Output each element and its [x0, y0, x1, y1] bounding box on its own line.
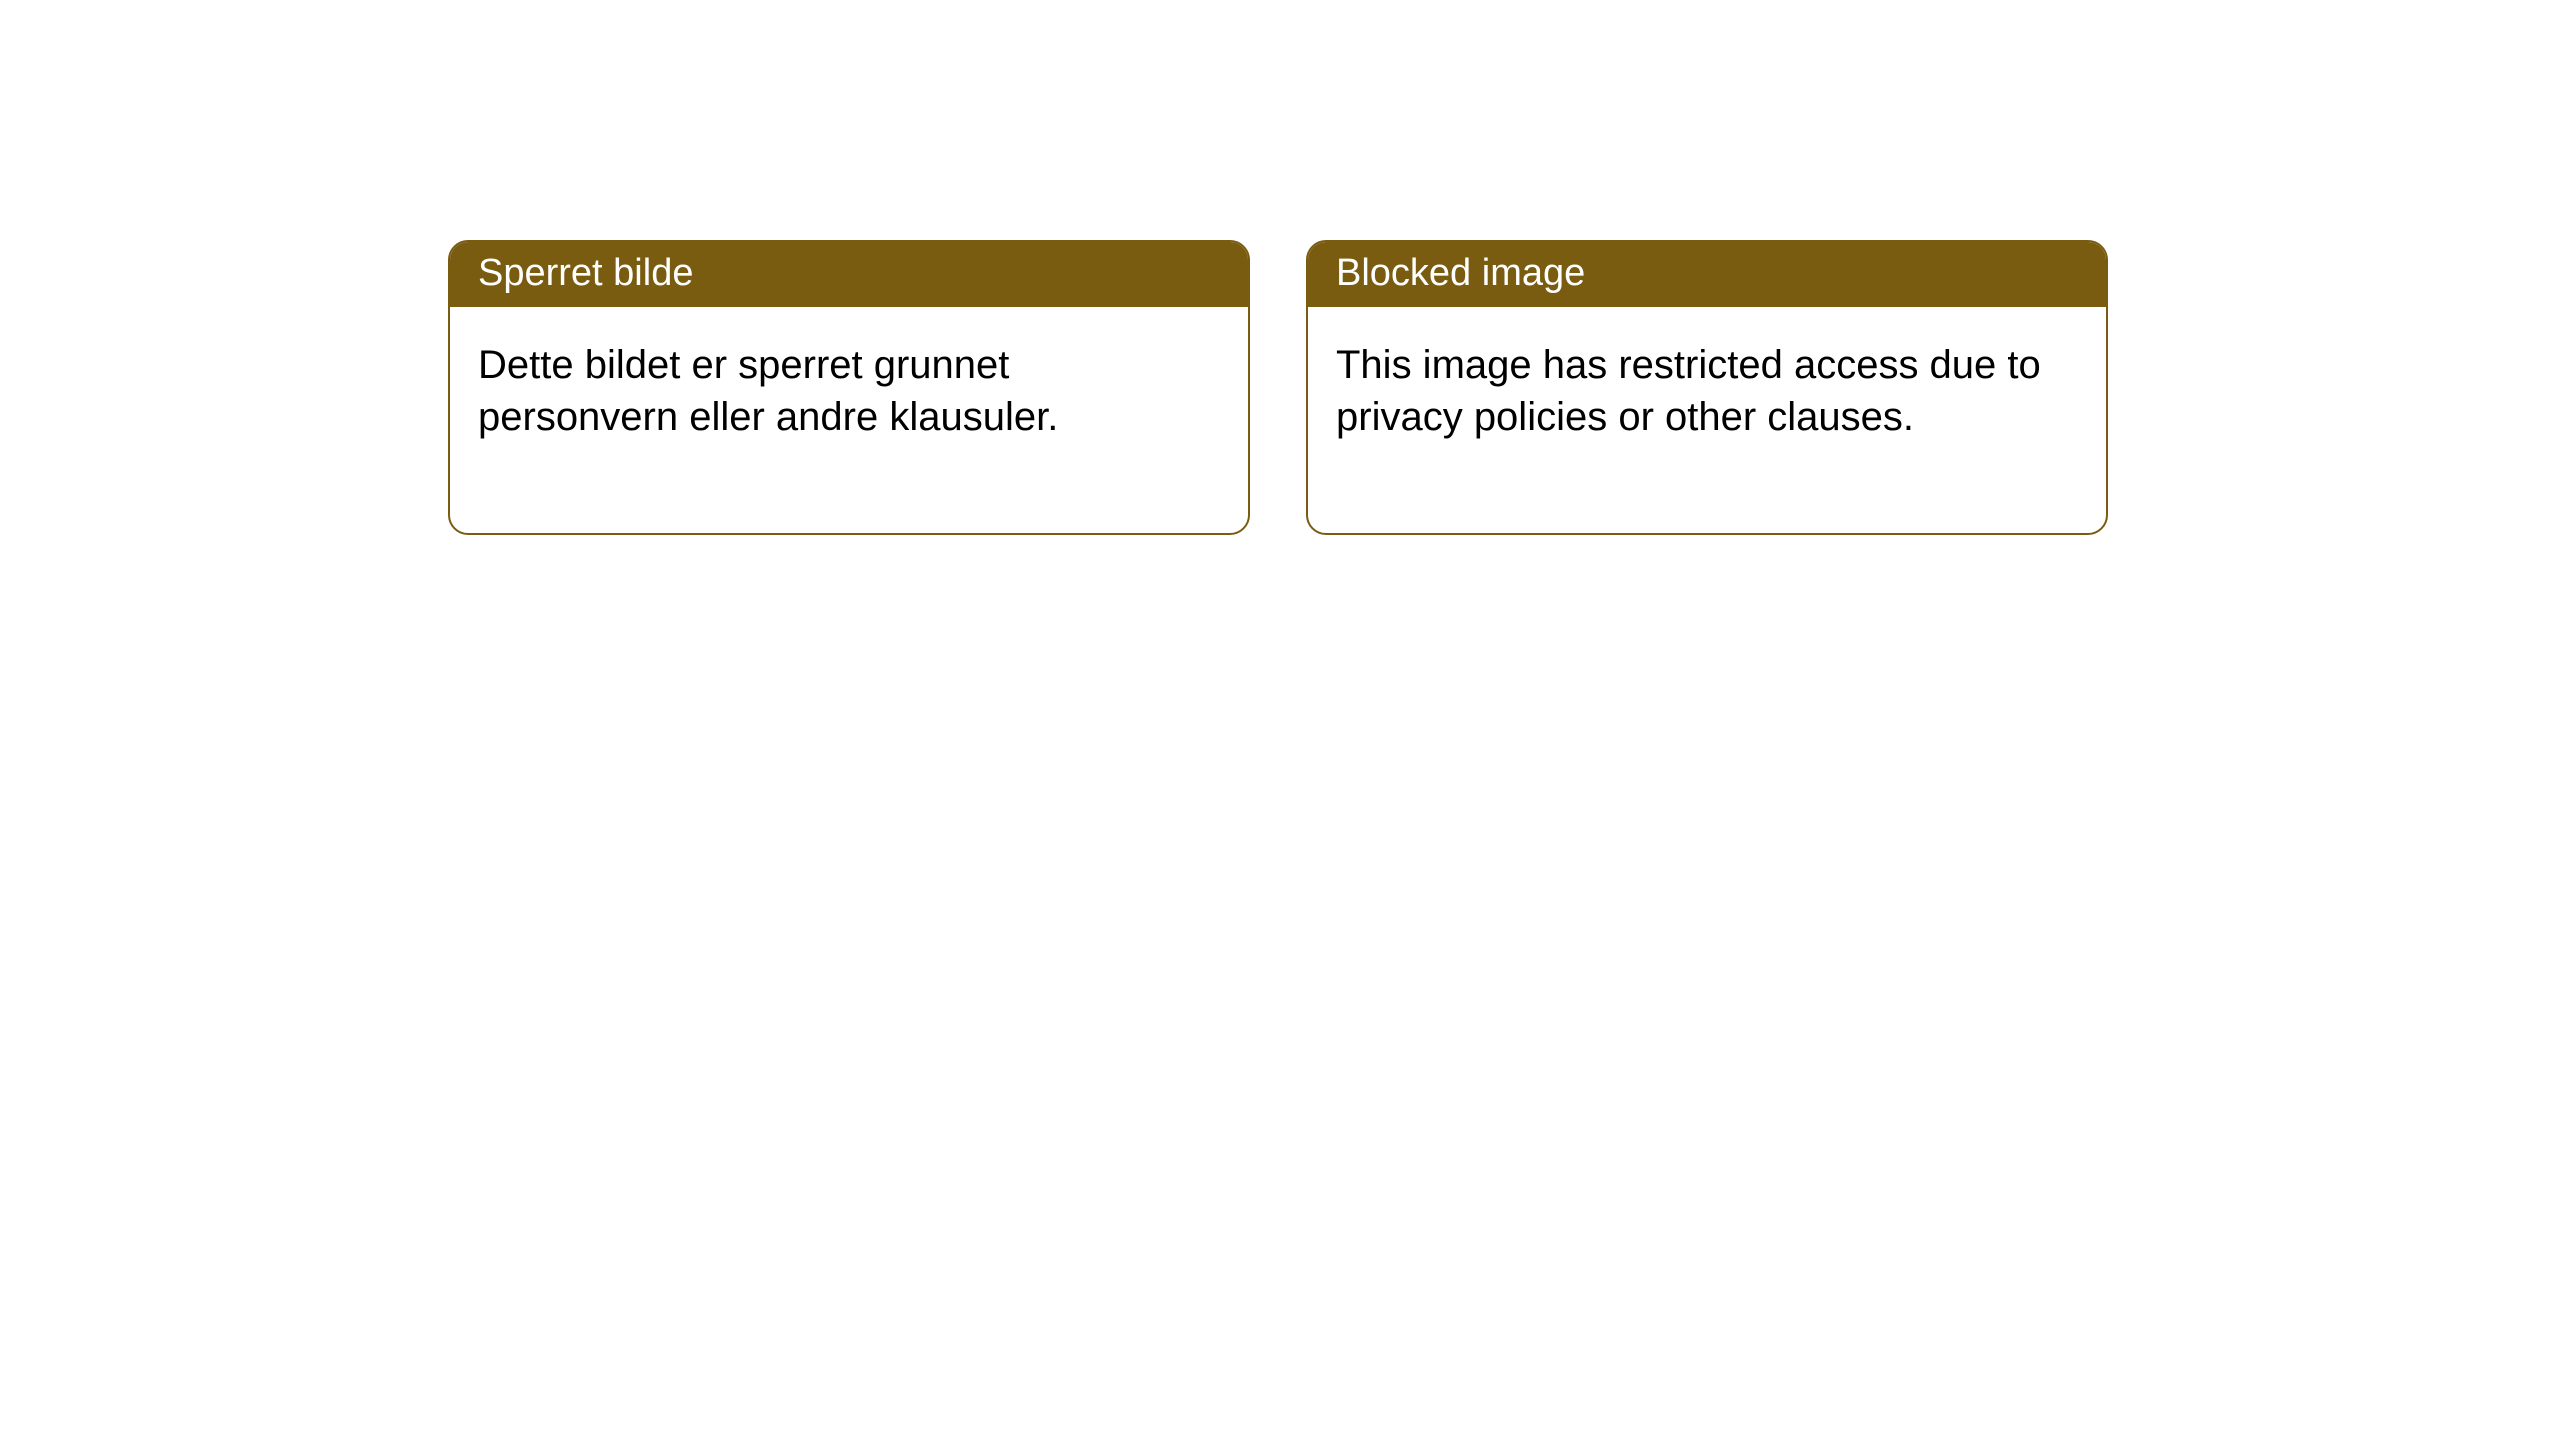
notice-container: Sperret bilde Dette bildet er sperret gr… — [448, 240, 2108, 535]
notice-body-english: This image has restricted access due to … — [1308, 307, 2106, 533]
notice-title-english: Blocked image — [1308, 242, 2106, 307]
notice-card-english: Blocked image This image has restricted … — [1306, 240, 2108, 535]
notice-card-norwegian: Sperret bilde Dette bildet er sperret gr… — [448, 240, 1250, 535]
notice-title-norwegian: Sperret bilde — [450, 242, 1248, 307]
notice-body-norwegian: Dette bildet er sperret grunnet personve… — [450, 307, 1248, 533]
